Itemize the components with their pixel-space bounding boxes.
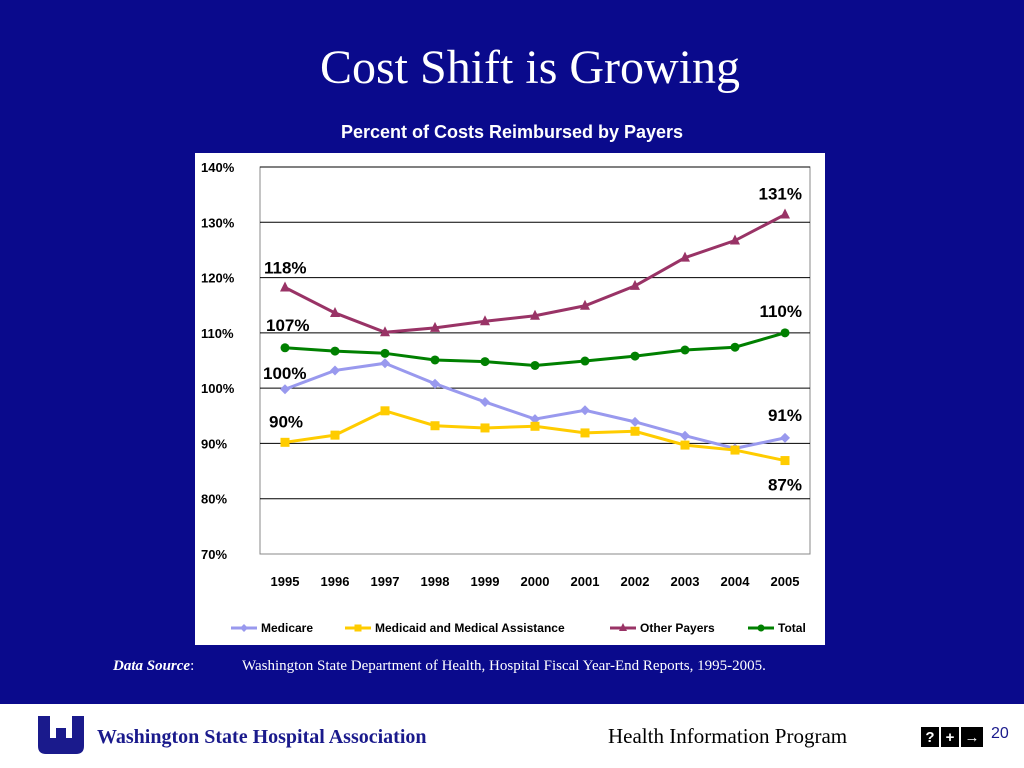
data-point <box>430 378 440 389</box>
data-label: 91% <box>768 406 802 425</box>
x-tick-label: 1999 <box>471 574 500 589</box>
slide-navigation: ? + → <box>921 727 983 747</box>
legend-marker <box>240 624 248 632</box>
x-tick-label: 2003 <box>671 574 700 589</box>
data-point <box>680 430 690 441</box>
legend-marker <box>354 624 362 632</box>
data-point <box>780 328 790 338</box>
y-tick-label: 70% <box>201 547 227 562</box>
chart-svg: 70% 80% 90% 100% 110% 120% 130% 140% 1995 1996 199… <box>201 160 811 635</box>
data-point <box>580 405 590 416</box>
legend-label: Medicare <box>261 621 313 635</box>
data-point <box>680 440 690 450</box>
program-name: Health Information Program <box>608 724 848 748</box>
data-source-text: Washington State Department of Health, H… <box>242 658 766 674</box>
data-point <box>430 421 440 431</box>
x-tick-label: 1995 <box>271 574 300 589</box>
data-point <box>530 414 540 425</box>
data-source-label: Data Source <box>113 658 191 674</box>
data-point <box>380 406 390 416</box>
chart-title: Percent of Costs Reimbursed by Payers <box>340 122 684 142</box>
legend-marker <box>757 624 765 632</box>
data-label: 131% <box>759 185 802 204</box>
plot-area <box>259 166 811 555</box>
x-tick-label: 2004 <box>721 574 751 589</box>
organization-name: Washington State Hospital Association <box>97 726 427 748</box>
x-tick-label: 1998 <box>421 574 450 589</box>
data-point <box>530 360 540 370</box>
data-point <box>330 365 340 376</box>
data-point <box>480 396 490 407</box>
data-label: 87% <box>768 476 802 495</box>
y-tick-label: 120% <box>201 271 235 286</box>
x-tick-label: 2000 <box>521 574 550 589</box>
slide-title: Cost Shift is Growing <box>319 41 741 94</box>
data-source: Data Source: Washington State Department… <box>113 656 913 676</box>
data-point <box>430 355 440 365</box>
legend-label: Total <box>778 621 806 635</box>
data-point <box>380 348 390 358</box>
data-point <box>280 281 290 292</box>
data-label: 90% <box>269 412 303 431</box>
data-point <box>780 456 790 466</box>
data-point <box>630 426 640 436</box>
data-point <box>380 358 390 369</box>
data-point <box>580 428 590 438</box>
data-point <box>480 423 490 433</box>
data-point <box>580 299 590 310</box>
legend-label: Medicaid and Medical Assistance <box>375 621 565 635</box>
data-point <box>280 384 290 395</box>
data-point <box>480 315 490 326</box>
data-point <box>630 416 640 427</box>
help-icon[interactable]: ? <box>921 727 939 747</box>
y-tick-label: 100% <box>201 381 235 396</box>
data-point <box>730 234 740 245</box>
y-tick-label: 90% <box>201 436 227 451</box>
data-point <box>680 345 690 355</box>
data-point <box>480 357 490 367</box>
next-slide-icon[interactable]: → <box>961 727 983 747</box>
x-tick-label: 2005 <box>771 574 800 589</box>
data-label: 100% <box>263 364 306 383</box>
data-point <box>430 321 440 332</box>
data-point <box>630 279 640 290</box>
footer: Washington State Hospital Association He… <box>0 704 1024 768</box>
page-number: 20 <box>991 725 1009 742</box>
data-point <box>630 351 640 361</box>
legend-label: Other Payers <box>640 621 715 635</box>
data-point <box>680 251 690 262</box>
data-label: 118% <box>264 259 307 278</box>
data-point <box>780 208 790 219</box>
data-point <box>280 343 290 353</box>
data-label: 107% <box>266 316 309 335</box>
data-source-colon: : <box>190 658 195 674</box>
data-point <box>280 437 290 447</box>
x-tick-label: 2002 <box>621 574 650 589</box>
data-label: 110% <box>759 302 802 321</box>
data-point <box>730 445 740 455</box>
wsha-logo-icon <box>38 716 84 754</box>
y-tick-label: 80% <box>201 492 227 507</box>
data-point <box>380 326 390 337</box>
data-point <box>330 306 340 317</box>
data-point <box>330 346 340 356</box>
line-chart: 70% 80% 90% 100% 110% 120% 130% 140% 1995 1996 199… <box>195 153 825 645</box>
x-tick-label: 2001 <box>571 574 600 589</box>
prev-slide-icon[interactable]: + <box>941 727 959 747</box>
y-tick-label: 110% <box>201 326 234 341</box>
y-tick-label: 130% <box>201 215 235 230</box>
y-tick-label: 140% <box>201 160 235 175</box>
data-point <box>780 432 790 443</box>
data-point <box>580 356 590 366</box>
x-tick-label: 1996 <box>321 574 350 589</box>
x-tick-label: 1997 <box>371 574 400 589</box>
data-point <box>330 430 340 440</box>
data-point <box>530 421 540 431</box>
legend-marker <box>619 623 627 631</box>
data-point <box>530 309 540 320</box>
data-point <box>730 342 740 352</box>
